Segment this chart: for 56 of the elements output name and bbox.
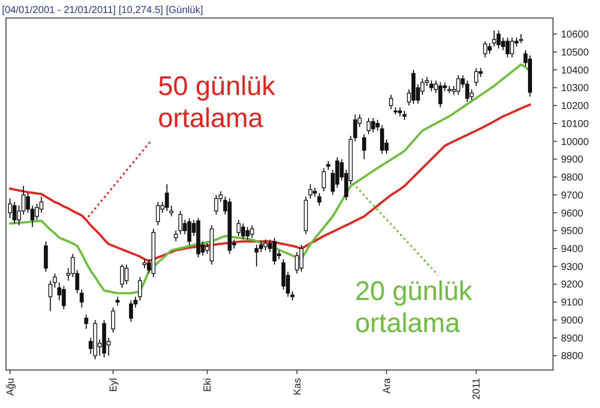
candlestick [254,244,259,267]
x-tick-label: Ara [382,378,394,394]
candlestick [169,205,174,217]
candlestick [353,114,358,142]
y-tick-label: 9000 [561,315,584,326]
candlestick [362,134,366,160]
candlestick [62,286,66,310]
candlestick [389,94,394,110]
x-tick-label: Ağu [6,378,16,396]
candlestick [48,280,52,312]
candlestick [44,240,48,272]
y-tick-label: 10500 [561,47,590,58]
y-tick-label: 10100 [561,118,590,130]
candlestick [317,192,322,206]
candlestick [322,168,326,192]
candlestick [214,194,218,216]
candlestick [492,30,496,48]
y-tick-label: 10300 [561,83,590,94]
y-tick-label: 10400 [561,65,590,76]
y-tick-label: 8900 [561,333,584,344]
candlestick [39,196,44,214]
candlestick [366,118,371,135]
y-tick-label: 9700 [561,190,584,202]
candlestick [474,68,478,86]
y-tick-label: 10200 [561,101,590,112]
y-tick-label: 9200 [561,280,584,291]
text: 50 günlük ortalama [158,71,276,133]
candlestick [236,219,241,236]
y-tick-label: 9500 [561,226,584,238]
y-tick-label: 10600 [561,30,590,41]
y-tick-label: 9800 [561,172,584,184]
candlestick [84,314,88,330]
y-tick-label: 9100 [561,298,584,309]
candlestick [138,276,142,301]
candlestick [80,289,84,308]
y-tick-label: 10000 [561,136,590,148]
candlestick [111,306,116,333]
candlestick [129,300,134,322]
candlestick [52,273,57,288]
chart-title: [04/01/2001 - 21/01/2011] [10,274.5] [Günlük] [2,5,204,16]
x-tick-label: Eyl [108,378,120,392]
y-tick-label: 9300 [561,262,584,273]
y-tick-label: 9400 [561,244,584,255]
y-tick-label: 8800 [561,351,584,362]
x-tick-label: Kas [292,378,304,396]
candlestick [174,230,178,242]
text: 20 günlük ortalama [355,276,473,338]
x-tick-label: Eki [202,378,214,392]
y-tick-label: 9600 [561,208,584,220]
x-tick-label: 2011 [472,378,483,400]
candlestick [120,264,124,288]
y-tick-label: 9900 [561,154,584,166]
candlestick [483,40,488,58]
candlestick [380,124,384,154]
candlestick [164,184,169,212]
candlestick [299,244,304,272]
